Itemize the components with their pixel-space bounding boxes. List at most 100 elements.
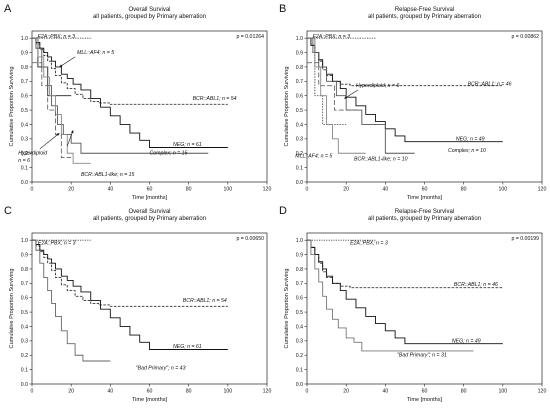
x-tick-label: 100 [224, 389, 233, 395]
x-tick-label: 20 [343, 389, 349, 395]
x-tick-label: 20 [343, 187, 349, 193]
x-tick-label: 80 [186, 389, 192, 395]
series-line-2 [32, 239, 228, 307]
y-axis-label: Cumulative Proportion Surviving [284, 67, 290, 147]
chart-title: Relapse-Free Survival [395, 209, 454, 215]
series-annotation: Complex; n = 15 [150, 151, 188, 157]
x-tick-label: 0 [306, 389, 309, 395]
series-annotation: BCR::ABL1; n = 46 [468, 82, 512, 88]
x-axis-label: Time [months] [132, 397, 168, 403]
series-annotation: MLL::AF4; n = 5 [77, 50, 114, 56]
y-tick-label: 0.9 [296, 252, 303, 258]
series-line-7 [307, 37, 366, 154]
panel-label: C [4, 205, 12, 217]
x-tick-label: 60 [147, 187, 153, 193]
p-value: p = 0.00862 [511, 34, 539, 40]
panel-label: D [279, 205, 287, 217]
arrowhead [70, 130, 74, 134]
y-tick-label: 0.4 [296, 122, 303, 128]
series-line-4 [32, 239, 111, 362]
series-line-2 [307, 239, 503, 289]
y-tick-label: 0.4 [21, 122, 28, 128]
series-annotation: NEG; n = 49 [452, 338, 481, 344]
y-tick-label: 0.9 [21, 252, 28, 258]
y-tick-label: 0.2 [296, 353, 303, 359]
x-tick-label: 120 [263, 187, 272, 193]
y-tick-label: 0.0 [296, 382, 303, 388]
p-value: p = 0.01264 [236, 34, 264, 40]
y-tick-label: 0.3 [296, 339, 303, 345]
x-tick-label: 40 [107, 187, 113, 193]
series-annotation: MLL::AF4; n = 5 [295, 154, 332, 160]
series-annotation: E2A::PBX; n = 3 [38, 241, 76, 247]
y-tick-label: 0.8 [296, 65, 303, 71]
y-tick-label: 0.9 [296, 50, 303, 56]
plot-frame [31, 30, 268, 183]
x-tick-label: 80 [461, 187, 467, 193]
x-tick-label: 0 [31, 389, 34, 395]
chart-subtitle: all patients, grouped by Primary aberrat… [93, 14, 206, 20]
x-tick-label: 60 [422, 187, 428, 193]
chart-subtitle: all patients, grouped by Primary aberrat… [368, 216, 481, 222]
y-tick-label: 0.2 [21, 151, 28, 157]
y-tick-label: 0.7 [21, 79, 28, 85]
plot-frame [306, 232, 543, 385]
x-tick-label: 120 [538, 389, 547, 395]
series-annotation: BCR::ABL1; n = 54 [193, 96, 237, 102]
chart-subtitle: all patients, grouped by Primary aberrat… [93, 216, 206, 222]
series-annotation: BCR::ABL1-like; n = 15 [81, 172, 135, 178]
y-tick-label: 1.0 [21, 36, 28, 42]
y-tick-label: 1.0 [296, 36, 303, 42]
x-tick-label: 80 [461, 389, 467, 395]
chart-title: Overall Survival [128, 7, 170, 13]
arrowhead [56, 133, 60, 136]
series-annotation: BCR::ABL1; n = 46 [454, 282, 498, 288]
x-tick-label: 100 [499, 187, 508, 193]
y-tick-label: 0.3 [21, 339, 28, 345]
y-tick-label: 0.7 [296, 281, 303, 287]
y-tick-label: 0.1 [21, 367, 28, 373]
series-annotation: n = 6 [18, 158, 30, 164]
series-line-7 [32, 62, 72, 158]
plot-frame [31, 232, 268, 385]
y-tick-label: 0.5 [296, 108, 303, 114]
x-tick-label: 80 [186, 187, 192, 193]
series-line-3 [307, 37, 503, 87]
series-annotation: Hyperdiploid; n = 6 [356, 83, 400, 89]
y-tick-label: 0.5 [21, 310, 28, 316]
arrowhead [344, 96, 348, 99]
annotation-pointer [59, 56, 76, 68]
series-annotation: BCR::ABL1; n = 54 [183, 298, 227, 304]
y-tick-label: 0.6 [296, 296, 303, 302]
series-annotation: NEG; n = 61 [173, 142, 202, 148]
series-line-4 [307, 239, 474, 352]
x-tick-label: 60 [147, 389, 153, 395]
series-annotation: E2A::PBX; n = 3 [350, 241, 388, 247]
y-tick-label: 1.0 [296, 238, 303, 244]
y-tick-label: 0.0 [21, 382, 28, 388]
series-annotation: E2A::PBX; n = 3 [312, 34, 350, 40]
y-tick-label: 0.6 [296, 94, 303, 100]
annotation-pointer [39, 132, 60, 150]
x-tick-label: 100 [499, 389, 508, 395]
series-annotation: Complex; n = 10 [448, 148, 486, 154]
x-tick-label: 40 [382, 389, 388, 395]
x-tick-label: 120 [538, 187, 547, 193]
y-axis-label: Cumulative Proportion Surviving [9, 67, 15, 147]
series-annotation: Hyperdiploid [18, 151, 48, 157]
y-tick-label: 0.7 [296, 79, 303, 85]
y-tick-label: 0.2 [296, 151, 303, 157]
x-tick-label: 100 [224, 187, 233, 193]
panel-label: A [4, 3, 12, 15]
chart-subtitle: all patients, grouped by Primary aberrat… [368, 14, 481, 20]
y-tick-label: 0.1 [21, 165, 28, 171]
y-tick-label: 0.6 [21, 94, 28, 100]
x-tick-label: 40 [382, 187, 388, 193]
series-annotation: BCR::ABL1-like; n = 10 [354, 156, 408, 162]
y-tick-label: 0.4 [296, 324, 303, 330]
